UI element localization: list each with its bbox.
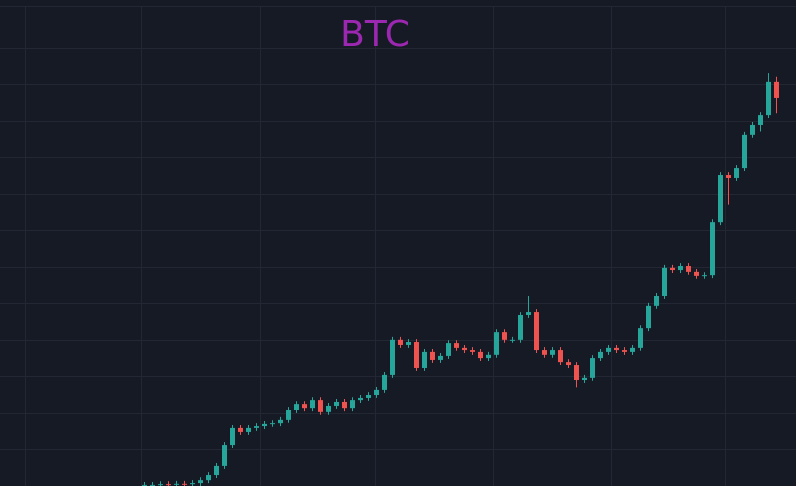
candle-body (702, 275, 707, 277)
candle-body (598, 351, 603, 359)
candle-body (550, 350, 555, 355)
candle-body (262, 423, 267, 427)
candle-body (150, 484, 155, 486)
candle-body (294, 404, 299, 410)
candle-body (326, 405, 331, 412)
candle-body (758, 115, 763, 125)
candle-body (486, 354, 491, 359)
candle-body (766, 81, 771, 116)
candle-body (182, 483, 187, 485)
candle-body (470, 350, 475, 352)
chart-title: BTC (340, 14, 410, 55)
candle-body (542, 350, 547, 355)
candle-body (166, 484, 171, 486)
candle-body (622, 350, 627, 352)
candle-body (278, 419, 283, 424)
candle-body (358, 397, 363, 401)
candle-body (366, 395, 371, 398)
candle-body (238, 427, 243, 432)
candle-body (230, 427, 235, 446)
candle-body (398, 339, 403, 345)
candle-body (534, 312, 539, 351)
candle-body (374, 389, 379, 396)
candle-body (478, 351, 483, 359)
candle-body (270, 423, 275, 425)
candle-body (206, 475, 211, 481)
candle-body (614, 347, 619, 351)
candle-body (718, 175, 723, 223)
candle-body (502, 332, 507, 340)
candle-body (726, 175, 731, 178)
candle-body (342, 401, 347, 409)
candle-body (318, 400, 323, 412)
horizontal-grid (0, 48, 796, 450)
candle-body (422, 351, 427, 368)
candle-body (414, 342, 419, 368)
candle-body (678, 266, 683, 271)
candle-body (430, 351, 435, 360)
candle-body (750, 124, 755, 135)
candle-body (494, 332, 499, 355)
candle-body (774, 81, 779, 98)
candle-body (438, 355, 443, 360)
candle-body (390, 339, 395, 375)
candle-body (654, 295, 659, 306)
candle-body (558, 350, 563, 363)
candles (142, 73, 779, 486)
candle-body (734, 168, 739, 178)
candle-body (686, 266, 691, 272)
candle-body (630, 347, 635, 352)
candle-body (190, 483, 195, 485)
candle-body (286, 409, 291, 420)
candle-body (222, 445, 227, 466)
candle-body (302, 404, 307, 409)
candle-body (214, 465, 219, 476)
candle-body (518, 314, 523, 340)
candle-body (638, 328, 643, 348)
candle-body (566, 362, 571, 366)
candle-body (590, 358, 595, 378)
candle-body (142, 484, 147, 486)
candle-body (526, 312, 531, 315)
candle-body (334, 401, 339, 406)
candle-body (574, 365, 579, 381)
vertical-grid (25, 7, 726, 486)
candle-body (254, 426, 259, 428)
candle-body (350, 400, 355, 409)
candle-body (198, 480, 203, 484)
candle-body (246, 427, 251, 432)
candle-body (462, 347, 467, 351)
candle-body (694, 271, 699, 276)
candle-body (742, 134, 747, 169)
candle-body (174, 483, 179, 485)
candle-body (510, 339, 515, 341)
candle-body (454, 343, 459, 348)
candle-body (158, 484, 163, 486)
candle-body (606, 347, 611, 352)
candle-body (710, 222, 715, 276)
candle-body (406, 342, 411, 345)
candle-body (670, 267, 675, 271)
candle-body (646, 305, 651, 329)
candle-body (446, 343, 451, 356)
candle-body (582, 377, 587, 381)
candle-body (662, 267, 667, 296)
candle-body (382, 374, 387, 390)
candle-body (310, 400, 315, 409)
